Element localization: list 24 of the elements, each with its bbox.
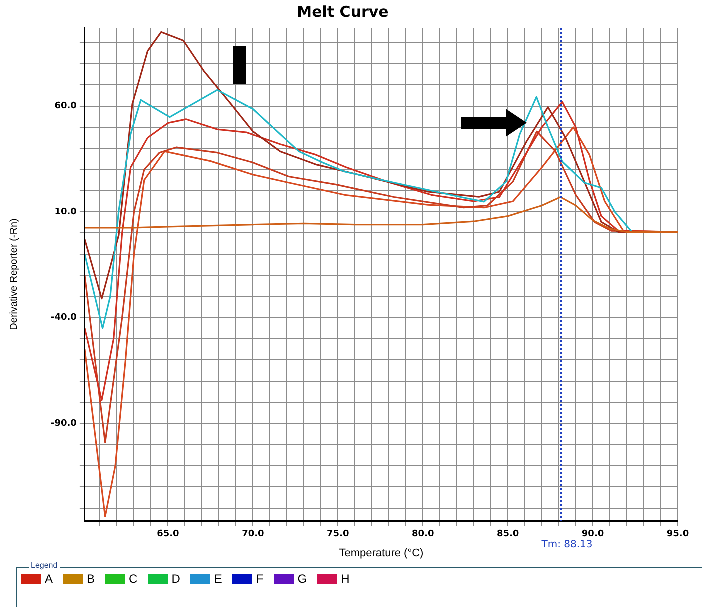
x-tick-label: 95.0 [666, 530, 690, 540]
text: C [129, 572, 138, 586]
x-tick-label: 80.0 [412, 530, 434, 540]
text: B [87, 572, 96, 586]
y-tick-label: -40.0 [50, 313, 77, 324]
y-tick-label: -90.0 [50, 419, 77, 430]
x-tick-label: 75.0 [327, 530, 350, 540]
chart-title: Melt Curve [297, 2, 389, 21]
text: D [172, 572, 180, 586]
ref-line-label: Tm: 88.13 [540, 540, 593, 551]
text: Legend [29, 561, 60, 570]
y-tick-label: 10.0 [54, 207, 77, 218]
x-tick-label: 90.0 [582, 530, 604, 540]
x-tick-label: 65.0 [157, 530, 180, 540]
text: F [256, 572, 264, 586]
text: G [298, 572, 308, 586]
x-tick-label: 70.0 [242, 530, 264, 540]
text: H [341, 572, 350, 586]
text: E [214, 572, 222, 586]
x-tick-label: 85.0 [496, 530, 520, 540]
y-axis-title: Derivative Reporter (-Rn) [8, 218, 20, 330]
x-axis-title: Temperature (°C) [339, 547, 424, 560]
text: A [45, 572, 54, 586]
y-tick-label: 60.0 [54, 102, 77, 112]
